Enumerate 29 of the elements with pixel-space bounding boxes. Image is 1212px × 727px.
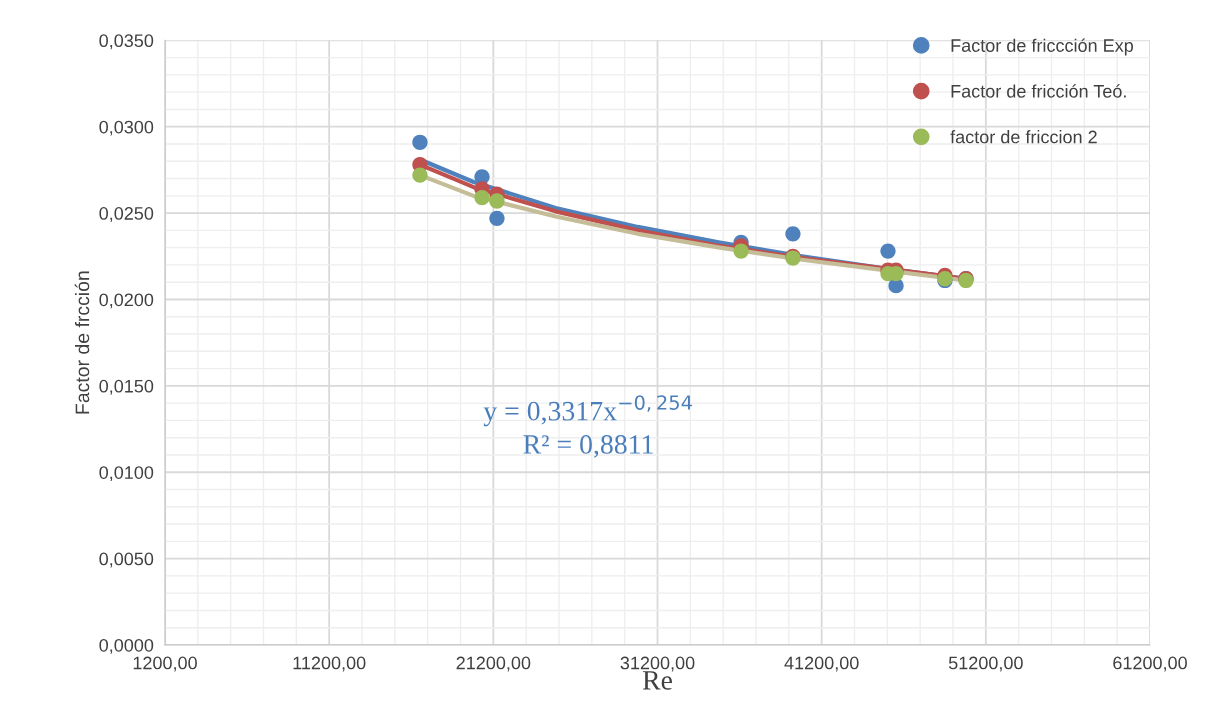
x-tick-label: 1200,00 [133, 656, 197, 672]
point [489, 193, 505, 209]
point [474, 189, 490, 206]
y-tick-label: 0,0000 [99, 638, 154, 654]
x-tick-label: 31200,00 [620, 656, 695, 672]
point [733, 243, 749, 259]
x-tick-label: 51200,00 [948, 656, 1023, 672]
y-tick-label: 0,0200 [99, 293, 154, 309]
y-tick-label: 0,0300 [99, 120, 154, 136]
point [412, 167, 428, 183]
y-tick-label: 0,0250 [99, 207, 154, 222]
annotation: y = 0,3317x$^{−0,254}$ R² = 0,8811 [483, 395, 692, 458]
y-tick-label: 0,0050 [99, 552, 154, 568]
legend-label: Factor de friccción Exp [951, 38, 1133, 56]
point [412, 134, 428, 150]
x-axis-title: Re [642, 671, 672, 690]
y-tick-label: 0,0150 [99, 379, 154, 395]
legend-label: Factor de fricción Teó. [951, 84, 1126, 98]
point [785, 226, 801, 242]
y-tick-label: 0,0350 [99, 34, 154, 50]
x-tick-label: 11200,00 [293, 656, 366, 672]
x-tick-label: 41200,00 [784, 656, 859, 672]
point [489, 210, 505, 226]
point [880, 243, 896, 259]
y-tick-label: 0,0100 [99, 466, 154, 482]
y-axis-title: Factor de frcción [74, 271, 90, 414]
legend-label: factor de friccion 2 [950, 130, 1097, 144]
x-tick-label: 61200,00 [1113, 656, 1187, 672]
x-tick-label: 21200,00 [456, 656, 531, 672]
